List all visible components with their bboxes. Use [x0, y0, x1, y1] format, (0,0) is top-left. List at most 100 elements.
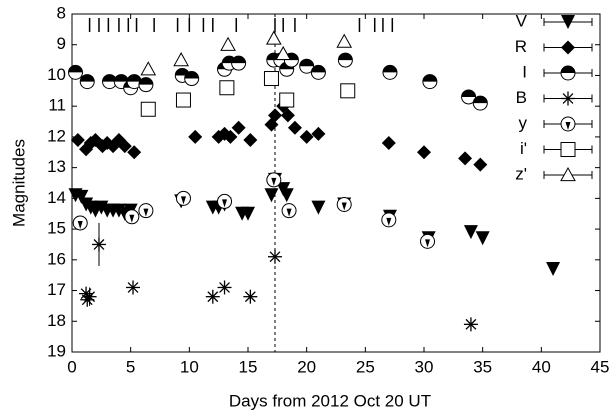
marker-shape [417, 145, 431, 160]
marker-shape [275, 45, 292, 61]
marker-shape [311, 200, 326, 215]
marker-shape [243, 132, 258, 147]
data-point [299, 129, 314, 144]
marker-shape [311, 126, 326, 141]
x-tick-label: 5 [126, 357, 135, 376]
legend-label: y [519, 113, 528, 132]
legend-label: i' [520, 139, 527, 158]
marker-shape [473, 96, 488, 104]
x-tick-label: 25 [356, 357, 375, 376]
data-point [461, 89, 477, 105]
marker-shape [286, 208, 292, 217]
marker-shape [117, 139, 132, 154]
marker-shape [219, 282, 230, 293]
marker-shape [127, 282, 139, 293]
y-tick-label: 12 [47, 126, 66, 145]
marker-shape [93, 239, 105, 250]
marker-shape [271, 177, 277, 186]
data-point [117, 139, 132, 154]
x-tick-label: 0 [67, 357, 76, 376]
marker-shape [311, 65, 326, 73]
marker-shape [70, 132, 85, 147]
data-point [219, 80, 235, 96]
data-point [173, 52, 189, 67]
y-tick-label: 11 [48, 96, 66, 115]
data-point [546, 262, 561, 277]
y-axis-label: Magnitudes [9, 139, 28, 227]
data-point [420, 233, 436, 249]
data-point [340, 83, 356, 99]
data-point [231, 120, 246, 135]
data-point [138, 203, 154, 219]
marker-shape [560, 166, 576, 182]
marker-shape [74, 189, 89, 204]
data-point [279, 188, 294, 203]
data-point [188, 129, 203, 144]
data-point [417, 145, 431, 160]
y-tick-label: 15 [47, 219, 66, 238]
data-point [281, 203, 297, 219]
marker-shape [129, 214, 135, 223]
data-point [472, 95, 488, 111]
data-point [267, 108, 282, 123]
data-point [220, 36, 236, 51]
data-point [381, 212, 397, 228]
marker-shape [561, 40, 575, 55]
y-tick-label: 19 [47, 341, 66, 360]
marker-shape [263, 71, 279, 87]
x-tick-label: 35 [473, 357, 492, 376]
marker-shape [188, 129, 203, 144]
marker-shape [84, 291, 96, 303]
data-point [463, 225, 478, 240]
data-point [126, 280, 141, 295]
data-point [72, 215, 88, 231]
x-tick-label: 20 [297, 357, 316, 376]
data-point [79, 74, 95, 90]
data-point [275, 45, 292, 61]
plot-frame [71, 13, 601, 353]
data-point [243, 132, 258, 147]
data-point [336, 33, 353, 48]
data-point [422, 74, 438, 90]
marker-shape [207, 291, 219, 303]
marker-shape [386, 217, 392, 226]
data-point [458, 151, 473, 166]
data-point [140, 101, 156, 117]
legend-marker [560, 142, 576, 157]
legend-label: z' [515, 164, 527, 183]
data-point [279, 92, 295, 108]
data-point [217, 193, 233, 209]
data-point [311, 126, 326, 141]
marker-shape [77, 220, 83, 229]
data-point [205, 289, 220, 304]
data-point [265, 30, 282, 45]
data-point [264, 188, 279, 203]
y-tick-label: 13 [47, 157, 66, 176]
data-point [140, 61, 157, 76]
data-point [82, 289, 97, 304]
data-point [463, 317, 478, 332]
marker-shape [173, 52, 189, 67]
data-point [263, 71, 279, 87]
legend-label: I [522, 62, 527, 81]
y-tick-label: 8 [57, 3, 66, 22]
marker-shape [458, 151, 473, 166]
marker-shape [184, 71, 199, 79]
data-point [124, 209, 140, 225]
y-tick-label: 18 [47, 311, 66, 330]
x-tick-label: 30 [415, 357, 434, 376]
marker-shape [338, 53, 353, 61]
marker-shape [461, 89, 476, 97]
legend-marker [561, 91, 575, 106]
marker-shape [220, 36, 236, 51]
marker-shape [219, 80, 235, 96]
x-tick-label: 15 [239, 357, 258, 376]
y-tick-label: 10 [47, 65, 66, 84]
marker-shape [127, 145, 142, 160]
marker-shape [546, 262, 561, 277]
marker-shape [241, 206, 255, 221]
marker-shape [80, 74, 95, 82]
marker-shape [180, 196, 186, 205]
data-point [184, 71, 200, 87]
